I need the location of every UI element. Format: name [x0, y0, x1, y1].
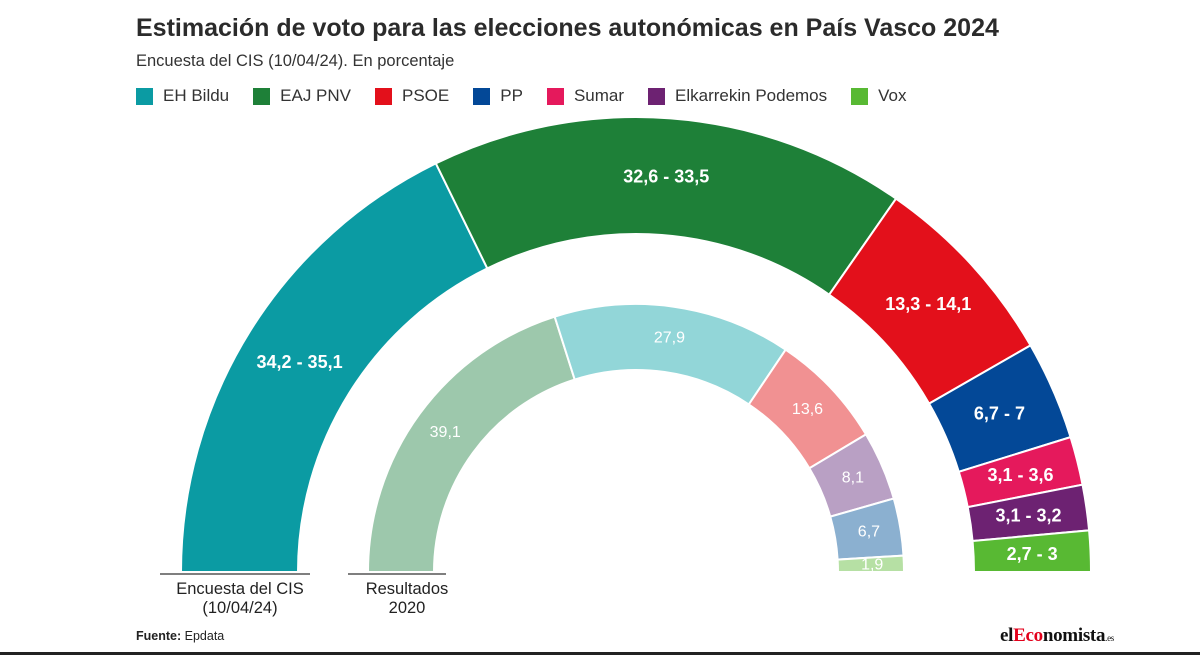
- legend-label: Vox: [878, 86, 907, 105]
- legend-item: EH Bildu: [136, 86, 229, 106]
- logo-accent: Eco: [1013, 625, 1043, 646]
- legend-swatch: [546, 87, 564, 105]
- survey-data-label: 3,1 - 3,2: [995, 506, 1061, 526]
- legend-item: EAJ PNV: [253, 86, 351, 106]
- logo-suffix: .es: [1105, 633, 1114, 643]
- source-value: Epdata: [184, 629, 225, 643]
- legend-swatch: [136, 87, 153, 105]
- results-2020-data-label: 27,9: [654, 330, 685, 347]
- legend-label: PP: [500, 86, 523, 105]
- survey-ring-label: Encuesta del CIS: [176, 580, 304, 598]
- survey-data-label: 34,2 - 35,1: [257, 352, 343, 372]
- legend-label: Sumar: [573, 86, 625, 105]
- survey-segment-vox: [971, 529, 1093, 573]
- legend-label: EH Bildu: [163, 86, 230, 105]
- results-2020-data-label: 39,1: [430, 424, 461, 441]
- results-2020-data-label: 13,6: [792, 401, 823, 418]
- survey-ring-label: (10/04/24): [202, 599, 277, 617]
- legend-item: PP: [473, 86, 523, 106]
- legend-swatch: [851, 87, 869, 105]
- chart-title: Estimación de voto para las elecciones a…: [136, 14, 999, 42]
- legend-item: Vox: [851, 86, 907, 106]
- eleconomista-logo: elEconomista.es: [1000, 625, 1114, 647]
- survey-data-label: 3,1 - 3,6: [987, 465, 1053, 485]
- source-key: Fuente:: [136, 629, 182, 643]
- survey-data-label: 32,6 - 33,5: [623, 167, 709, 187]
- legend-label: EAJ PNV: [280, 86, 351, 105]
- legend-swatch: [375, 87, 392, 105]
- legend-swatch: [473, 87, 491, 105]
- results-ring-label: Resultados: [366, 580, 449, 598]
- legend-item: Sumar: [546, 86, 625, 106]
- results-2020-segment-vox: [836, 554, 906, 573]
- survey-data-label: 2,7 - 3: [1007, 544, 1058, 564]
- survey-data-label: 6,7 - 7: [974, 404, 1025, 424]
- bottom-rule: [0, 652, 1200, 655]
- results-2020-segment-eaj-pnv: [366, 315, 576, 573]
- legend-label: Elkarrekin Podemos: [675, 86, 828, 105]
- legend-item: PSOE: [375, 86, 449, 106]
- logo-main: nomista: [1042, 625, 1106, 646]
- survey-data-label: 13,3 - 14,1: [885, 294, 971, 314]
- legend-label: PSOE: [402, 86, 450, 105]
- results-2020-segment-eh-bildu: [553, 303, 788, 406]
- survey-segment-eaj-pnv: [434, 116, 898, 297]
- legend-swatch: [648, 87, 666, 105]
- legend-swatch: [253, 87, 271, 105]
- chart-legend: EH Bildu EAJ PNV PSOE PP Sumar Elkarrekin Pod…: [136, 84, 931, 108]
- results-2020-data-label: 8,1: [842, 470, 864, 487]
- chart-subtitle: Encuesta del CIS (10/04/24). En porcenta…: [136, 52, 455, 70]
- results-2020-data-label: 6,7: [858, 524, 880, 541]
- legend-item: Elkarrekin Podemos: [648, 86, 827, 106]
- logo-prefix: el: [1000, 625, 1014, 646]
- source-note: Fuente: Epdata: [136, 629, 224, 643]
- results-ring-label: 2020: [389, 599, 426, 617]
- results-2020-data-label: 1,9: [861, 556, 883, 573]
